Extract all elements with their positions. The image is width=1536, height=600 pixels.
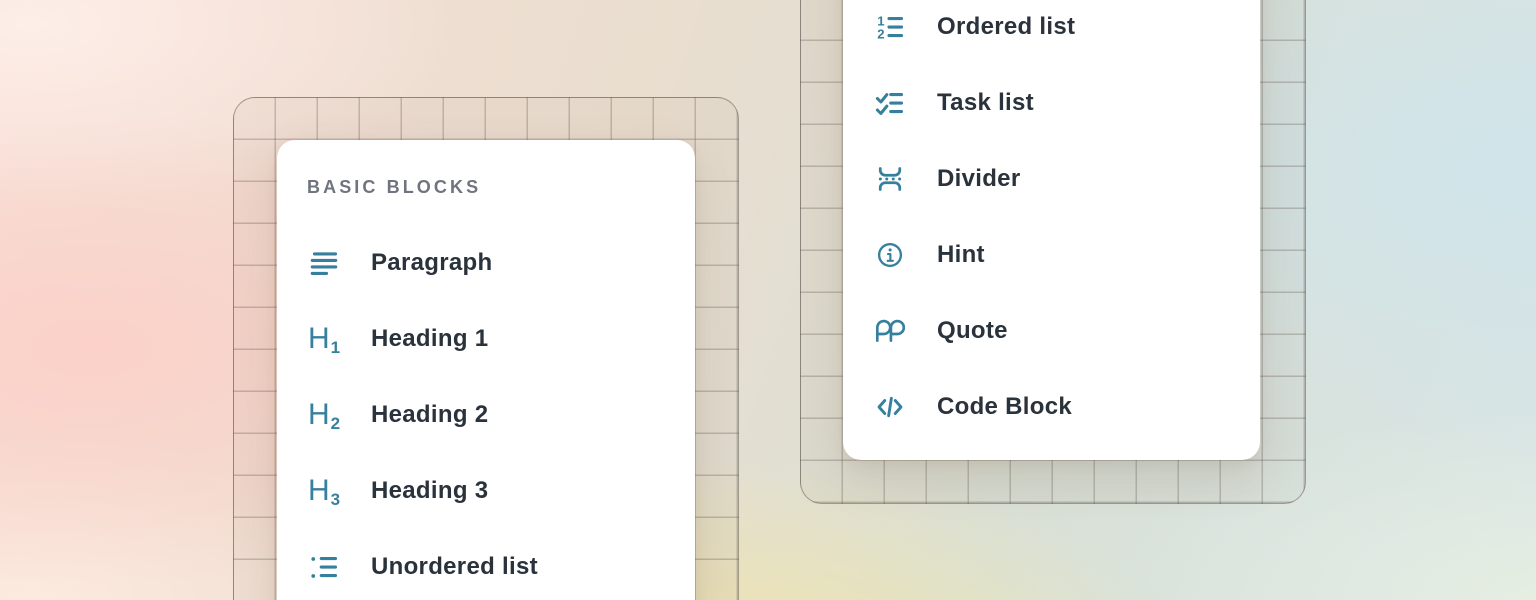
menu-item-label: Code Block [937,393,1073,420]
menu-item-hint[interactable]: Hint [843,217,1260,293]
menu-item-task-list[interactable]: Task list [843,65,1260,141]
menu-item-label: Divider [937,165,1021,192]
paragraph-icon [309,248,339,278]
menu-item-paragraph[interactable]: Paragraph [277,225,695,301]
svg-text:1: 1 [877,13,884,28]
ordered-list-icon: 1 2 [875,12,905,42]
menu-item-quote[interactable]: Quote [843,293,1260,369]
menu-item-label: Hint [937,241,985,268]
menu-item-label: Paragraph [371,249,493,276]
unordered-list-icon [309,552,339,582]
basic-blocks-section-label: BASIC BLOCKS [307,177,482,197]
menu-item-label: Heading 2 [371,401,489,428]
task-list-icon [875,88,905,118]
insert-blocks-menu: 1 2 Ordered list Task list Divider [843,0,1260,460]
menu-item-label: Unordered list [371,553,538,580]
code-block-icon [875,392,905,422]
menu-item-label: Heading 1 [371,325,489,352]
menu-item-label: Quote [937,317,1008,344]
menu-item-label: Task list [937,89,1034,116]
menu-item-ordered-list[interactable]: 1 2 Ordered list [843,0,1260,65]
menu-item-label: Ordered list [937,13,1076,40]
hint-icon [875,240,905,270]
menu-item-unordered-list[interactable]: Unordered list [277,529,695,600]
insert-blocks-items: 1 2 Ordered list Task list Divider [843,0,1260,445]
svg-text:2: 2 [877,26,884,41]
quote-icon [875,316,905,346]
divider-icon [875,164,905,194]
menu-item-label: Heading 3 [371,477,489,504]
menu-item-code-block[interactable]: Code Block [843,369,1260,445]
menu-item-divider[interactable]: Divider [843,141,1260,217]
